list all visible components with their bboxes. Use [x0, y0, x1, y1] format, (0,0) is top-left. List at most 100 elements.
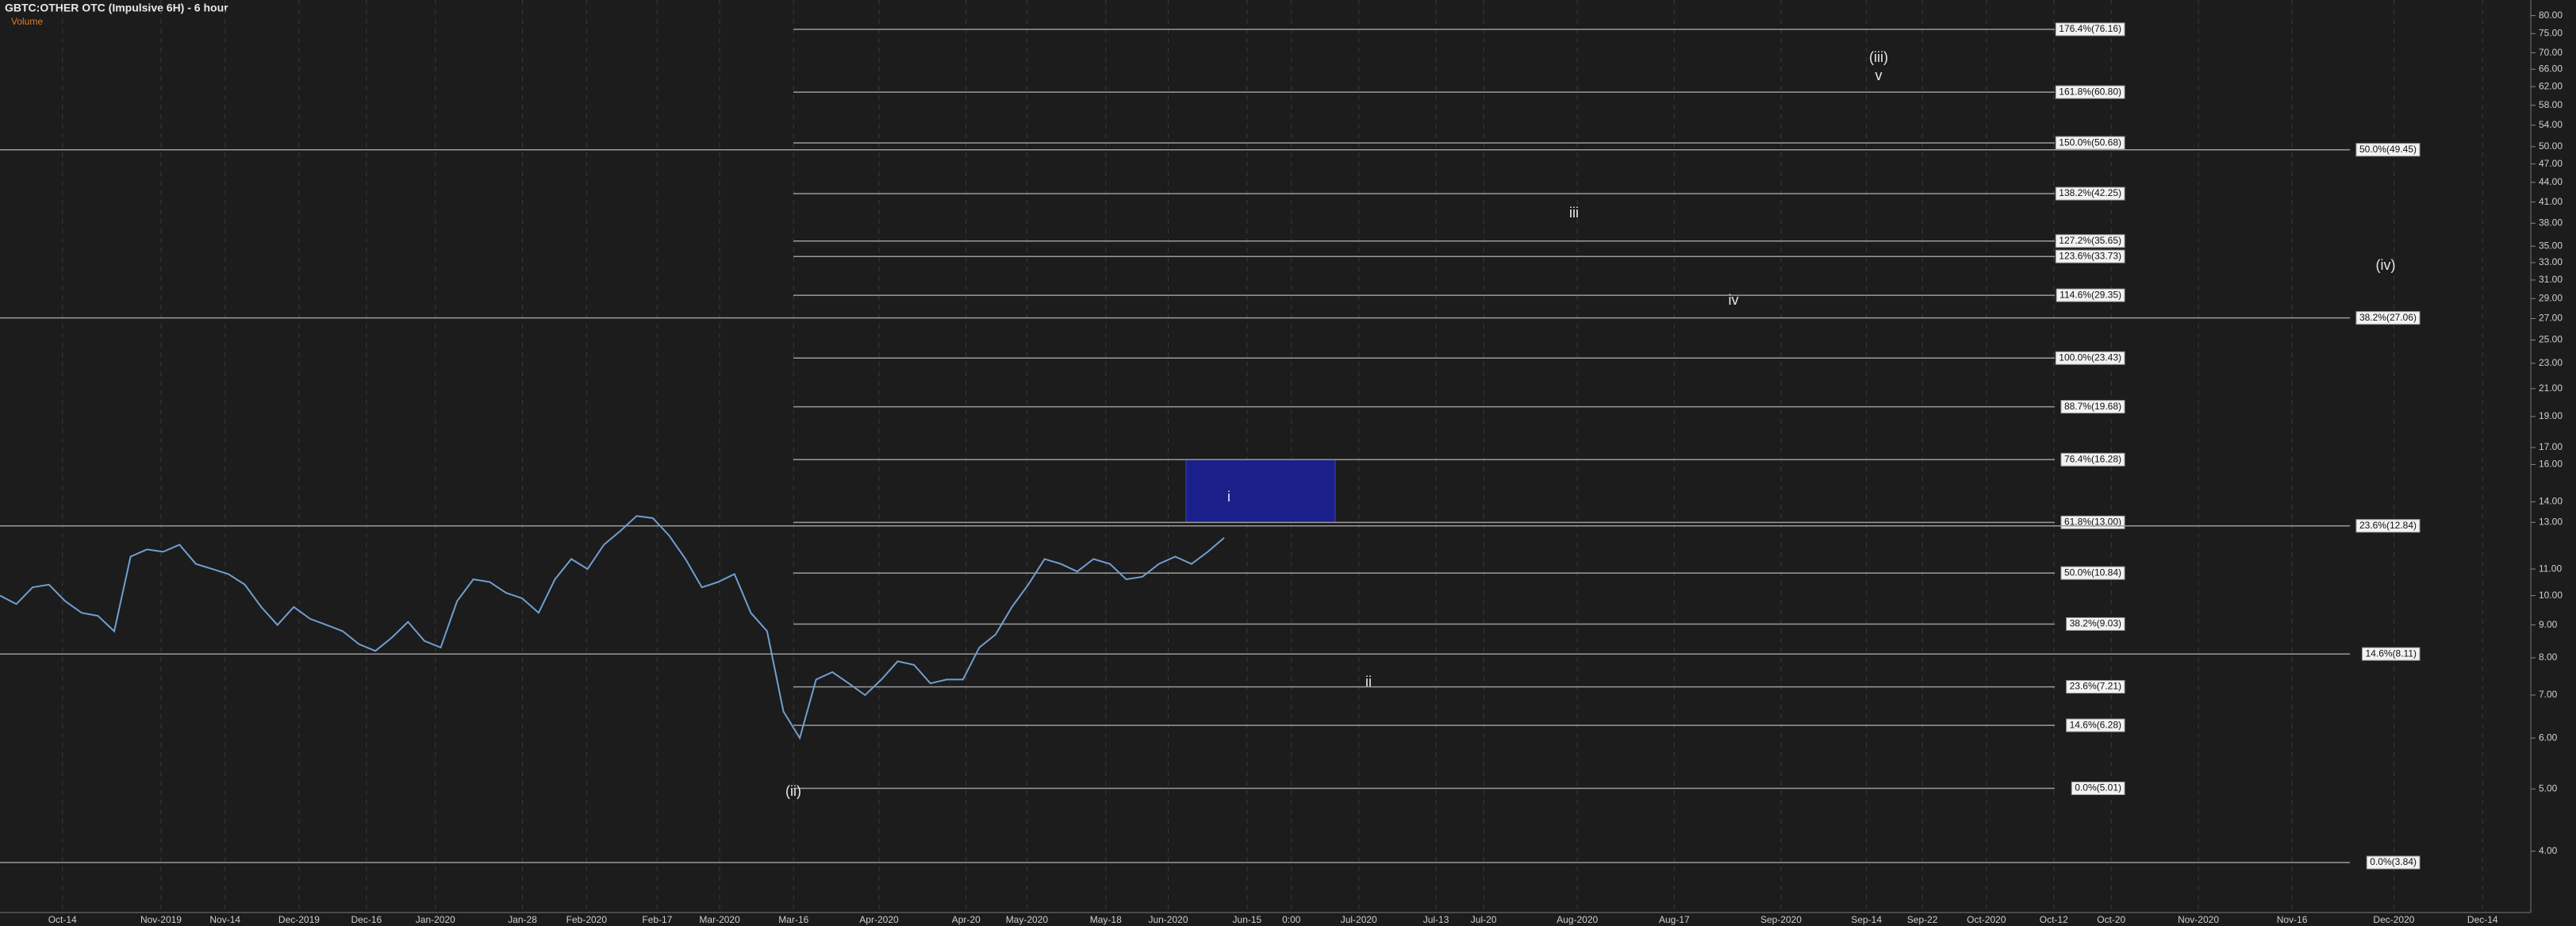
fib-label-box — [2362, 647, 2421, 661]
x-tick-label: Jul-2020 — [1341, 914, 1377, 925]
x-tick-label: Feb-2020 — [566, 914, 608, 925]
fib-label: 0.0%(3.84) — [2370, 856, 2417, 867]
fib-label-box — [2055, 85, 2125, 99]
x-tick-label: Aug-17 — [1659, 914, 1690, 925]
x-tick-label: Apr-20 — [952, 914, 981, 925]
x-tick-label: Sep-22 — [1907, 914, 1938, 925]
fib-label-box — [2355, 143, 2421, 157]
volume-label: Volume — [11, 16, 43, 27]
y-tick-label: 17.00 — [2539, 441, 2563, 452]
x-tick-label: Nov-2020 — [2178, 914, 2219, 925]
wave-label: v — [1875, 67, 1883, 83]
x-tick-label: Nov-16 — [2277, 914, 2308, 925]
fib-label-box — [2355, 519, 2421, 533]
x-tick-label: May-18 — [1090, 914, 1122, 925]
fib-label: 50.0%(49.45) — [2359, 144, 2417, 155]
fib-label: 61.8%(13.00) — [2064, 517, 2121, 528]
x-tick-label: Aug-2020 — [1557, 914, 1598, 925]
x-tick-label: Sep-14 — [1851, 914, 1882, 925]
fib-label-box — [2055, 249, 2125, 263]
x-tick-label: May-2020 — [1006, 914, 1049, 925]
fib-label-box — [2355, 311, 2421, 325]
y-tick-label: 4.00 — [2539, 845, 2558, 856]
fib-label-box — [2055, 234, 2125, 248]
fib-label-box — [2055, 186, 2125, 201]
fib-label: 114.6%(29.35) — [2060, 289, 2121, 300]
x-tick-label: Jul-20 — [1471, 914, 1497, 925]
y-tick-label: 8.00 — [2539, 651, 2558, 663]
wave-label: i — [1227, 489, 1230, 505]
x-tick-label: Jun-2020 — [1148, 914, 1188, 925]
fib-label: 100.0%(23.43) — [2059, 352, 2121, 363]
y-tick-label: 70.00 — [2539, 47, 2563, 58]
y-tick-label: 66.00 — [2539, 63, 2563, 74]
y-tick-label: 41.00 — [2539, 196, 2563, 207]
y-tick-label: 75.00 — [2539, 28, 2563, 39]
y-tick-label: 23.00 — [2539, 357, 2563, 368]
y-tick-label: 25.00 — [2539, 334, 2563, 345]
y-tick-label: 19.00 — [2539, 410, 2563, 421]
y-tick-label: 50.00 — [2539, 140, 2563, 152]
y-tick-label: 35.00 — [2539, 240, 2563, 251]
y-tick-label: 62.00 — [2539, 80, 2563, 91]
wave-label: iii — [1569, 205, 1579, 221]
x-tick-label: Oct-14 — [48, 914, 77, 925]
wave-label: (iii) — [1869, 49, 1888, 65]
wave-label: (iv) — [2376, 257, 2396, 273]
chart-title: GBTC:OTHER OTC (Impulsive 6H) - 6 hour — [5, 2, 228, 14]
fib-label-box — [2071, 782, 2125, 796]
fib-label: 88.7%(19.68) — [2064, 401, 2121, 412]
fib-label: 161.8%(60.80) — [2059, 86, 2121, 97]
fib-label-box — [2366, 855, 2421, 870]
y-tick-label: 80.00 — [2539, 10, 2563, 21]
wave-label: (ii) — [785, 783, 801, 799]
price-line — [0, 515, 1225, 740]
fib-label-box — [2060, 452, 2125, 467]
fib-label: 14.6%(8.11) — [2366, 647, 2417, 659]
x-tick-label: Oct-12 — [2040, 914, 2068, 925]
fib-label-box — [2066, 680, 2125, 694]
wave-label: ii — [1365, 674, 1372, 690]
fib-label: 76.4%(16.28) — [2064, 453, 2121, 464]
y-tick-label: 14.00 — [2539, 495, 2563, 506]
fib-label-box — [2055, 22, 2125, 37]
fib-label: 138.2%(42.25) — [2059, 187, 2121, 198]
fib-label: 14.6%(6.28) — [2070, 719, 2121, 730]
y-tick-label: 54.00 — [2539, 119, 2563, 130]
x-tick-label: Dec-14 — [2467, 914, 2498, 925]
y-tick-label: 6.00 — [2539, 732, 2558, 743]
x-tick-label: Feb-17 — [642, 914, 672, 925]
y-tick-label: 7.00 — [2539, 689, 2558, 700]
fib-label: 50.0%(10.84) — [2064, 567, 2121, 578]
x-tick-label: Oct-2020 — [1967, 914, 2006, 925]
fib-label-box — [2066, 718, 2125, 732]
x-tick-label: Jun-15 — [1233, 914, 1262, 925]
y-tick-label: 58.00 — [2539, 99, 2563, 110]
x-tick-label: Dec-2020 — [2373, 914, 2414, 925]
fib-label: 150.0%(50.68) — [2059, 136, 2121, 148]
x-tick-label: 0:00 — [1282, 914, 1301, 925]
x-tick-label: Jan-2020 — [416, 914, 455, 925]
fib-label: 127.2%(35.65) — [2059, 235, 2121, 246]
fib-label-box — [2056, 288, 2125, 302]
y-tick-label: 29.00 — [2539, 293, 2563, 304]
fib-label-box — [2060, 400, 2125, 414]
fib-label-box — [2060, 566, 2125, 580]
x-tick-label: Sep-2020 — [1760, 914, 1802, 925]
y-tick-label: 47.00 — [2539, 158, 2563, 169]
fib-label: 38.2%(27.06) — [2359, 312, 2417, 323]
y-tick-label: 31.00 — [2539, 274, 2563, 285]
x-tick-label: Oct-20 — [2097, 914, 2125, 925]
y-tick-label: 5.00 — [2539, 782, 2558, 793]
x-tick-label: Nov-2019 — [140, 914, 182, 925]
fib-label: 23.6%(12.84) — [2359, 520, 2417, 531]
x-tick-label: Nov-14 — [209, 914, 240, 925]
y-tick-label: 10.00 — [2539, 590, 2563, 601]
x-tick-label: Jan-28 — [508, 914, 537, 925]
y-tick-label: 9.00 — [2539, 619, 2558, 630]
fib-label: 38.2%(9.03) — [2070, 618, 2121, 629]
y-tick-label: 44.00 — [2539, 176, 2563, 187]
fib-label: 123.6%(33.73) — [2059, 250, 2121, 261]
y-tick-label: 38.00 — [2539, 217, 2563, 228]
